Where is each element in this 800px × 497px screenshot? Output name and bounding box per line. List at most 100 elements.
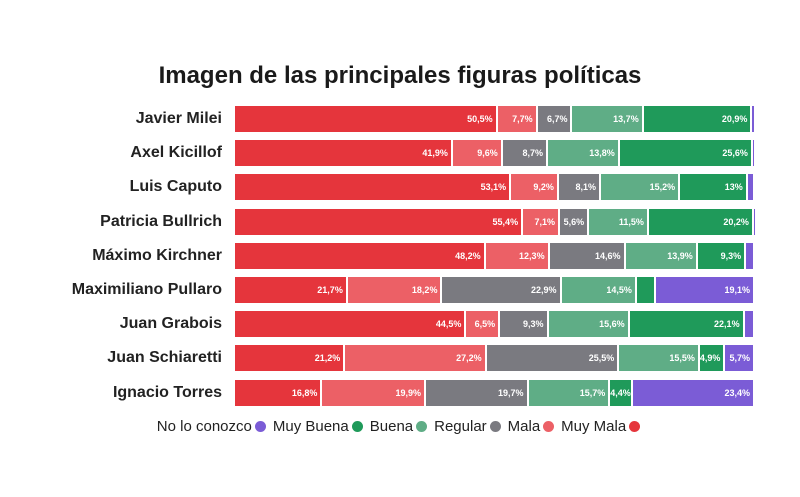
bar-segment (500, 311, 547, 338)
data-label: 15,2% (649, 182, 676, 193)
legend-swatch (489, 421, 501, 432)
data-label: 22,9% (531, 285, 557, 295)
bar-segment (442, 277, 560, 303)
bar-segment (523, 208, 558, 235)
data-label: 20,9% (721, 114, 748, 124)
bar-segment (636, 277, 654, 303)
bar-segment (747, 174, 753, 201)
data-label: 53,1% (480, 182, 507, 193)
legend-item: Muy Mala (561, 418, 643, 435)
legend-label: No lo conozco (156, 418, 252, 435)
legend-item: No lo conozco (157, 418, 269, 435)
bar-segment (589, 208, 647, 235)
category-label: Ignacio Torres (112, 383, 222, 401)
bar-segment (235, 174, 510, 201)
bar-segment (746, 242, 753, 269)
bar-segment (452, 140, 501, 167)
bar-segment (235, 379, 321, 406)
bar-segment (601, 174, 679, 201)
bar-segment (528, 379, 609, 406)
data-label: 25,5% (588, 353, 615, 364)
bar-segment (744, 311, 753, 338)
data-label: 7,7% (512, 114, 533, 124)
data-label: 4,4% (610, 387, 631, 398)
data-label: 21,2% (314, 353, 341, 364)
bar-segment (466, 311, 499, 338)
bar-segment (697, 242, 745, 269)
data-label: 14,6% (594, 250, 621, 261)
data-label: 8,1% (575, 182, 597, 193)
data-label: 27,2% (456, 353, 482, 364)
category-label: Luis Caputo (129, 178, 222, 196)
bar-segment (610, 379, 632, 406)
bar-segment (699, 345, 724, 372)
bar-segment (655, 277, 753, 303)
category-label: Javier Milei (135, 110, 222, 127)
category-label: Juan Grabois (119, 315, 222, 333)
bar-segment (235, 277, 346, 303)
data-label: 13% (724, 182, 743, 193)
data-label: 14,5% (606, 285, 632, 295)
legend-label: Muy Mala (561, 418, 627, 435)
category-label: Juan Schiaretti (107, 349, 222, 367)
bar-segment (753, 208, 756, 235)
bar-segment (619, 140, 751, 167)
bar-segment (633, 379, 753, 406)
category-label: Máximo Kirchner (92, 246, 222, 264)
bar-segment (619, 345, 698, 372)
data-label: 19,9% (395, 387, 422, 398)
category-label: Maximiliano Pullaro (71, 281, 222, 298)
bar-segment (629, 311, 743, 338)
data-label: 23,4% (724, 387, 750, 398)
bar-segment (347, 277, 441, 303)
data-label: 11,5% (618, 216, 644, 227)
data-label: 20,2% (723, 216, 749, 227)
data-label: 9,2% (533, 182, 554, 193)
legend-item: Regular (434, 418, 504, 435)
bar-segment (725, 345, 753, 372)
bar-segment (548, 311, 628, 338)
data-label: 9,6% (477, 148, 498, 159)
data-label: 41,9% (422, 148, 448, 159)
data-label: 8,7% (522, 148, 544, 159)
data-label: 21,7% (317, 285, 343, 295)
bar-segment (680, 174, 746, 201)
data-label: 50,5% (467, 114, 493, 124)
category-label: Patricia Bullrich (100, 212, 222, 230)
data-label: 7,1% (534, 216, 555, 227)
bar-segment (511, 174, 557, 201)
bar-segment (560, 208, 588, 235)
bar-segment (752, 106, 754, 132)
bar-segment (502, 140, 547, 167)
data-label: 6,5% (474, 319, 496, 330)
bar-segment (235, 106, 496, 132)
legend-swatch (254, 421, 266, 432)
bar-segment (625, 242, 696, 269)
legend-swatch (629, 421, 641, 432)
data-label: 18,2% (411, 285, 438, 295)
bar-segment (235, 242, 484, 269)
bar-segment (537, 106, 571, 132)
data-label: 12,3% (519, 250, 545, 261)
bar-segment (752, 140, 755, 167)
bar-segment (235, 140, 451, 167)
data-label: 19,1% (724, 285, 750, 295)
bar-segment (322, 379, 425, 406)
bar-segment (548, 140, 618, 167)
bar-segment (485, 242, 548, 269)
legend-swatch (351, 421, 363, 432)
bar-segment (561, 277, 635, 303)
data-label: 22,1% (714, 319, 740, 330)
bar-segment (572, 106, 642, 132)
data-label: 4,9% (699, 353, 721, 364)
bar-segment (558, 174, 600, 201)
legend-swatch (416, 421, 428, 432)
data-label: 13,9% (667, 250, 693, 261)
data-label: 13,8% (589, 148, 615, 159)
legend-label: Buena (369, 418, 414, 435)
bar-segment (497, 106, 536, 132)
data-label: 55,4% (492, 216, 519, 227)
data-label: 5,6% (563, 216, 585, 227)
bar-segment (648, 208, 752, 235)
